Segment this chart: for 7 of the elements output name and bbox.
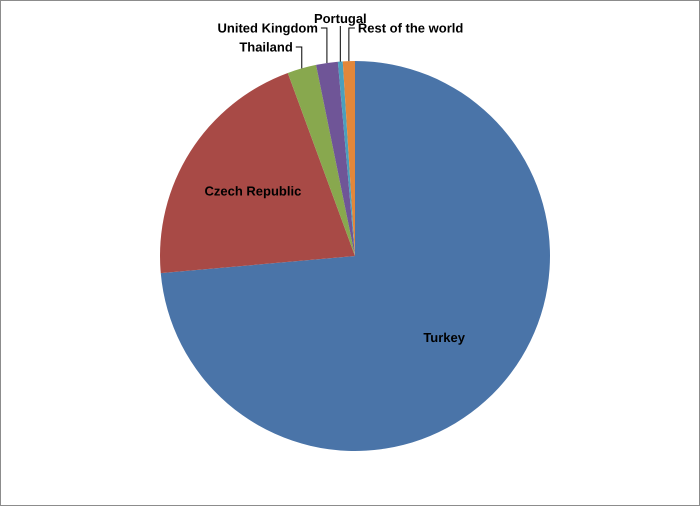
pie-slice (316, 62, 355, 256)
slice-label: Thailand (239, 40, 293, 54)
slice-label: Turkey (423, 330, 466, 346)
pie-slice (160, 72, 355, 274)
pie-slice (338, 61, 355, 256)
pie-slice (160, 61, 550, 451)
slice-label: Czech Republic (204, 184, 302, 199)
